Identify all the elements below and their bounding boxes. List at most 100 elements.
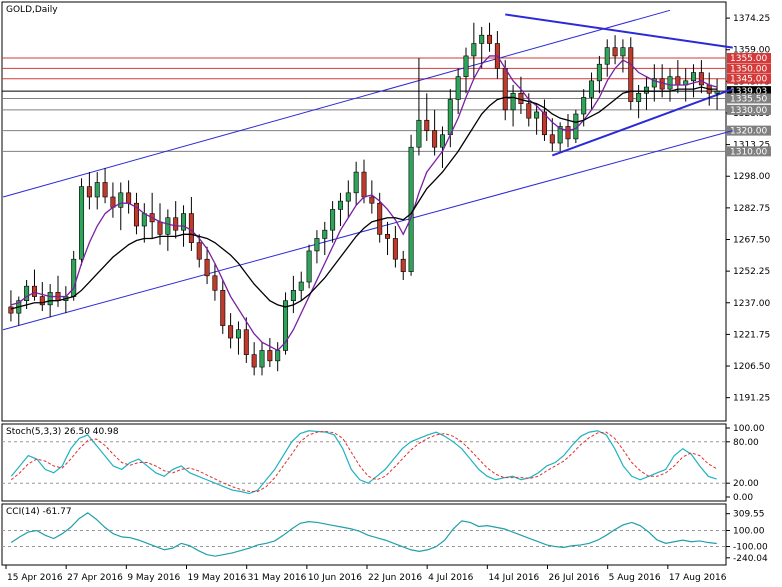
level-label: 1335.50 <box>730 94 767 104</box>
candle-body <box>502 68 508 111</box>
y-tick-label: 1313.25 <box>733 141 770 151</box>
candle-body <box>651 78 657 88</box>
level-label-bg <box>727 86 771 97</box>
x-tick-label: 5 Aug 2016 <box>609 573 661 583</box>
candle-body <box>698 72 704 86</box>
candle-body <box>204 258 210 277</box>
candle-body <box>94 182 100 198</box>
candle-body <box>565 126 571 140</box>
cci-y-tick-label: -100.00 <box>733 543 768 553</box>
candle-body <box>479 34 485 44</box>
cci-title: CCI(14) -61.77 <box>6 507 72 517</box>
candle-body <box>604 47 610 65</box>
x-tick-label: 26 Jul 2016 <box>549 573 600 583</box>
candle-body <box>526 103 532 119</box>
candle-body <box>416 119 422 148</box>
x-tick-label: 9 May 2016 <box>127 573 180 583</box>
candle-body <box>400 258 406 272</box>
stoch-y-tick-label: 80.00 <box>733 438 759 448</box>
candle-body <box>165 217 171 235</box>
triangle-lower-line <box>551 88 734 157</box>
candle-body <box>714 90 720 94</box>
candle-body <box>24 285 30 301</box>
level-label: 1355.00 <box>730 54 767 64</box>
candle-body <box>636 92 642 102</box>
candle-body <box>667 76 673 90</box>
candle-body <box>188 213 194 243</box>
candle-body <box>196 242 202 260</box>
y-tick-label: 1282.75 <box>733 204 770 214</box>
candle-body <box>439 134 445 148</box>
candle-body <box>369 196 375 204</box>
level-label-bg <box>727 93 771 104</box>
x-tick-label: 14 Jul 2016 <box>488 573 539 583</box>
candle-body <box>157 221 163 235</box>
candle-body <box>118 192 124 208</box>
level-label: 1320.00 <box>730 127 767 137</box>
candle-body <box>322 229 328 239</box>
candle-body <box>306 250 312 283</box>
candle-body <box>71 258 77 297</box>
candle-body <box>463 55 469 77</box>
channel-upper-line <box>2 9 671 198</box>
ma-fast-line <box>10 55 718 352</box>
stoch-y-tick-label: 100.00 <box>733 424 765 434</box>
level-label-bg <box>727 63 771 74</box>
candle-body <box>243 329 249 355</box>
channel-lower-line <box>2 130 733 331</box>
candle-body <box>337 200 343 210</box>
candle-body <box>455 76 461 100</box>
candle-body <box>173 217 179 231</box>
candle-body <box>691 72 697 82</box>
candle-body <box>110 196 116 208</box>
chart-title: GOLD,Daily <box>6 5 58 15</box>
candle-body <box>471 43 477 57</box>
candle-body <box>228 325 234 339</box>
candle-body <box>212 275 218 291</box>
x-tick-label: 22 Jun 2016 <box>368 573 422 583</box>
x-tick-label: 4 Jul 2016 <box>428 573 473 583</box>
y-tick-label: 1298.00 <box>733 172 770 182</box>
level-label: 1310.00 <box>730 147 767 157</box>
stoch-main-line <box>10 430 717 495</box>
candle-body <box>251 354 257 368</box>
candle-body <box>298 281 304 291</box>
candle-body <box>259 350 265 368</box>
candle-body <box>596 63 602 82</box>
triangle-upper-line <box>505 13 733 49</box>
candle-body <box>557 126 563 144</box>
candle-body <box>549 134 555 144</box>
candle-body <box>283 300 289 351</box>
candle-body <box>275 350 281 362</box>
candle-body <box>447 99 453 136</box>
candle-body <box>643 86 649 94</box>
candle-body <box>675 76 681 86</box>
candle-body <box>392 238 398 260</box>
x-tick-label: 15 Apr 2016 <box>7 573 63 583</box>
level-label: 1339.03 <box>730 87 767 97</box>
candle-body <box>126 192 132 204</box>
stoch-y-tick-label: 0.00 <box>733 493 753 503</box>
cci-y-tick-label: -240.04 <box>733 554 768 564</box>
y-tick-label: 1252.25 <box>733 267 770 277</box>
x-tick-label: 10 Jun 2016 <box>308 573 362 583</box>
candle-body <box>141 213 147 227</box>
y-tick-label: 1221.75 <box>733 330 770 340</box>
candle-body <box>620 47 626 57</box>
candle-body <box>290 290 296 301</box>
y-tick-label: 1191.25 <box>733 394 770 404</box>
y-tick-label: 1206.50 <box>733 362 770 372</box>
level-label-bg <box>727 146 771 157</box>
x-tick-label: 31 May 2016 <box>248 573 307 583</box>
cci-y-tick-label: 309.55 <box>733 510 765 520</box>
candle-body <box>487 34 493 44</box>
candle-body <box>235 329 241 339</box>
candle-body <box>534 111 540 119</box>
candle-body <box>133 202 139 227</box>
candle-body <box>47 292 53 306</box>
y-tick-label: 1267.50 <box>733 236 770 246</box>
panel-frame-1 <box>1 1 727 422</box>
level-label: 1330.00 <box>730 106 767 116</box>
candle-body <box>424 119 430 131</box>
